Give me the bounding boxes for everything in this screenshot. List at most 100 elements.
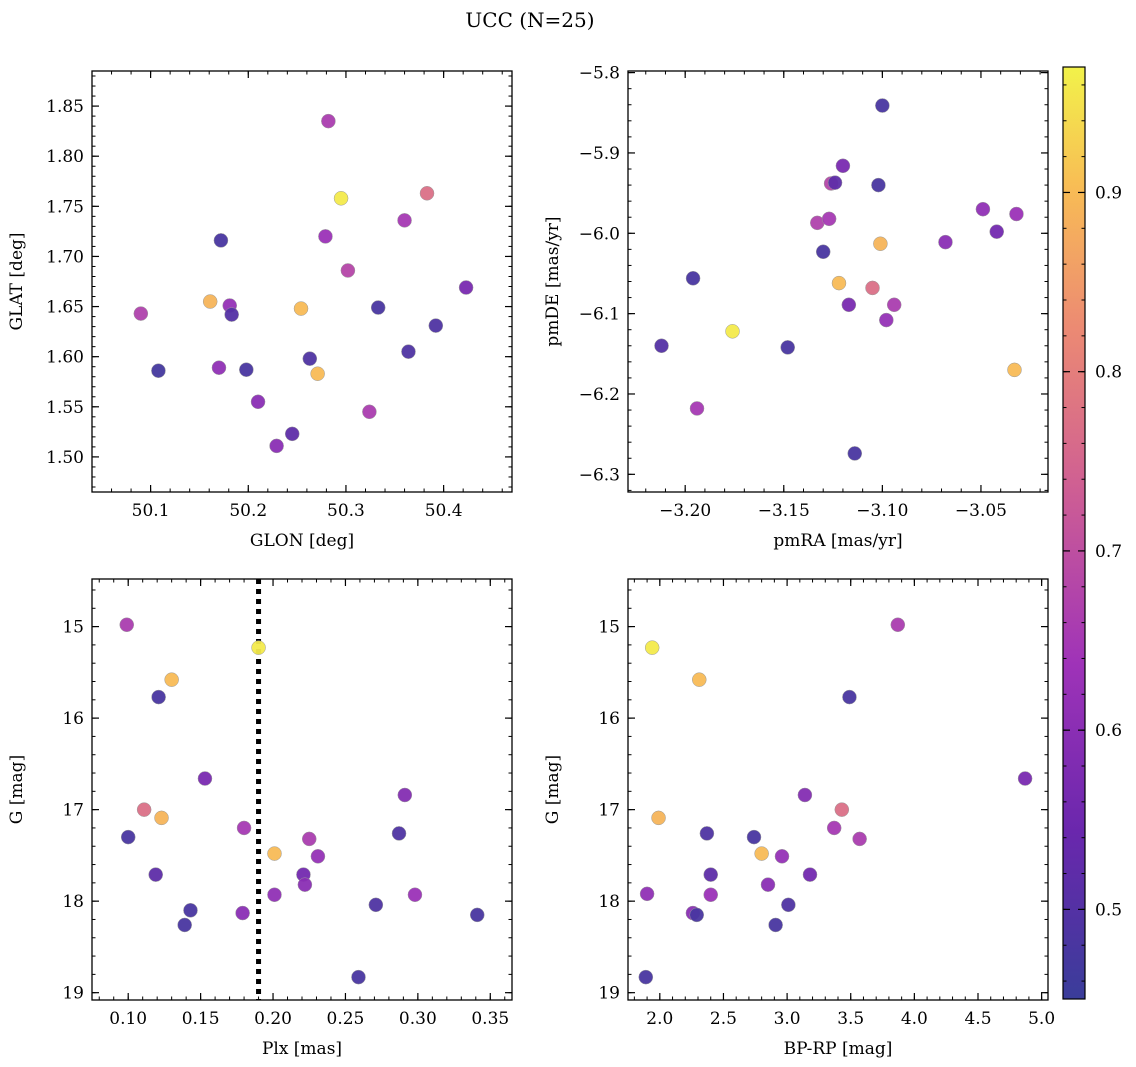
y-tick-label: 18 [62,892,84,912]
data-point [703,867,718,882]
data-point [310,849,326,864]
data-point [391,826,407,841]
x-axis-label: pmRA [mas/yr] [773,531,902,551]
data-point [890,617,906,633]
scatter-panel-3: 0.10 0.15 0.20 0.25 0.30 0.35 15 16 17 18 19 Plx [m… [7,578,513,1059]
colorbar-tick-label: 0.5 [1095,900,1122,920]
x-tick-label: 4.5 [964,1009,991,1029]
y-tick-label: 16 [62,709,84,729]
x-tick-label: 50.2 [229,501,267,521]
data-point [692,672,707,687]
data-point [297,877,313,892]
data-point [136,802,152,817]
data-point [267,887,282,902]
data-point [202,294,218,309]
data-point [1017,771,1033,786]
y-tick-label: −6.0 [579,224,620,244]
y-tick-label: 1.55 [46,398,84,418]
axes-frame [627,70,1049,493]
data-point [831,275,847,291]
x-tick-label: 50.3 [327,501,365,521]
data-point [875,98,890,113]
data-point [815,244,831,260]
data-point [685,271,701,286]
x-tick-label: 0.15 [182,1009,220,1029]
colorbar-tick-label: 0.7 [1095,542,1122,562]
data-point [235,905,250,921]
x-tick-label: 0.35 [471,1009,509,1029]
data-point [368,897,384,913]
x-axis-label: BP-RP [mag] [784,1039,893,1059]
data-point [689,401,705,416]
data-point [821,211,837,227]
data-point [177,917,192,933]
y-tick-label: −6.1 [579,305,620,325]
scatter-points [119,617,485,985]
data-point [419,186,435,201]
data-point [318,229,333,244]
x-tick-label: 0.10 [109,1009,147,1029]
data-point [780,340,795,355]
data-point [725,324,740,339]
data-point [865,280,880,296]
data-point [133,306,149,321]
x-tick-label: 5.0 [1028,1009,1055,1029]
data-point [362,404,377,420]
y-tick-label: 1.80 [46,147,84,167]
y-tick-label: −5.9 [579,144,620,164]
x-tick-label: −3.15 [758,501,810,521]
x-tick-label: 3.0 [774,1009,801,1029]
data-point [321,113,336,129]
x-tick-label: −3.05 [955,501,1007,521]
data-point [703,887,718,902]
data-point [689,907,704,923]
axes-frame [91,70,513,493]
data-point [154,810,169,826]
data-point [370,300,386,315]
data-point [644,640,660,655]
scatter-panel-2: −3.20 −3.15 −3.10 −3.05 −6.3 −6.2 −6.1 −6.0 −5.9… [543,64,1049,551]
data-point [148,867,163,882]
data-point [340,263,356,278]
data-point [269,438,284,454]
data-point [760,877,776,892]
data-point [774,849,790,864]
data-point [151,689,166,705]
scatter-points [654,98,1024,461]
data-point [351,969,366,985]
x-axis-label: GLON [deg] [250,531,354,551]
data-point [397,787,413,803]
data-point [797,787,813,803]
data-point [879,312,894,328]
colorbar-gradient [1062,66,1086,1000]
data-point [834,802,850,817]
scatter-points [133,113,474,454]
y-tick-label: 1.75 [46,197,84,217]
data-point [236,820,252,836]
colorbar-tick-label: 0.6 [1095,721,1122,741]
data-point [989,224,1004,239]
data-point [284,426,300,442]
x-tick-label: −3.20 [659,501,711,521]
data-point [293,301,309,316]
scatter-panels: 50.1 50.2 50.3 50.4 1.50 1.55 1.60 1.65 1.70 1.75… [7,64,1055,1059]
data-point [781,897,796,913]
data-point [302,351,318,366]
y-tick-label: −6.3 [579,465,620,485]
data-point [802,867,818,882]
axes-frame [91,578,513,1001]
scatter-points [638,617,1033,985]
colorbar-tick-label: 0.8 [1095,363,1122,383]
data-point [119,617,135,633]
y-tick-label: 17 [62,801,84,821]
axes-frame [627,578,1049,1001]
minor-ticks [92,579,512,1000]
data-point [938,234,953,250]
y-tick-label: 19 [598,984,620,1004]
y-tick-label: 17 [598,801,620,821]
x-tick-label: 4.0 [901,1009,928,1029]
data-point [871,177,886,193]
x-tick-label: 0.20 [254,1009,292,1029]
data-point [301,831,317,847]
data-point [197,771,213,786]
